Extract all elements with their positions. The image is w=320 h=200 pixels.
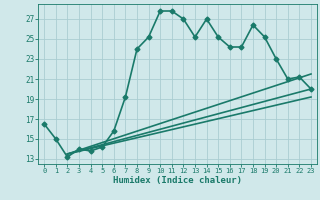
X-axis label: Humidex (Indice chaleur): Humidex (Indice chaleur)	[113, 176, 242, 185]
